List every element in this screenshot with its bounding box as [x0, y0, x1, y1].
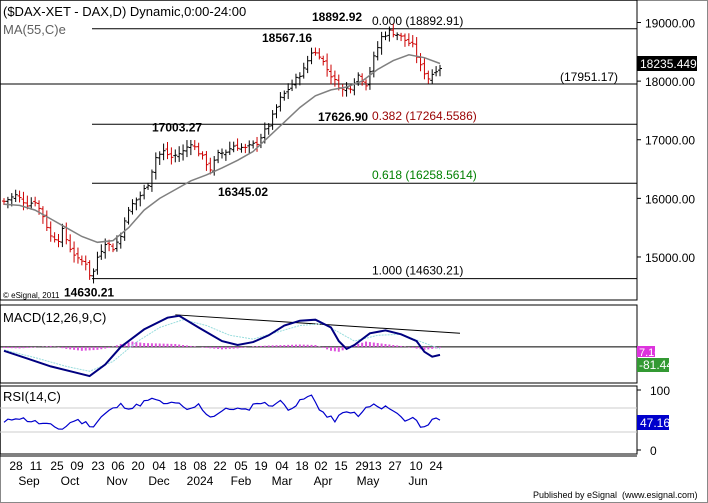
x-month-label: Dec: [148, 474, 169, 488]
x-month-label: Feb: [231, 474, 252, 488]
x-day-tick-label: 27: [388, 459, 402, 473]
level-label-support: (17951.17): [560, 70, 618, 84]
x-day-tick-label: 08: [193, 459, 207, 473]
rsi-title: RSI(14,C): [3, 389, 61, 404]
website-label: (www.esignal.com): [622, 490, 698, 500]
x-day-tick-label: 13: [368, 459, 382, 473]
x-day-tick-label: 22: [213, 459, 227, 473]
macd-title: MACD(12,26,9,C): [3, 310, 106, 325]
x-month-label: Mar: [272, 474, 293, 488]
x-day-tick-label: 04: [275, 459, 289, 473]
price-y-tick-label: 15000.00: [645, 251, 695, 265]
x-day-tick-label: 18: [173, 459, 187, 473]
x-day-tick-label: 18: [295, 459, 309, 473]
rsi-y-tick-label: 100: [650, 384, 670, 398]
x-day-tick-label: 15: [334, 459, 348, 473]
x-month-label: Apr: [314, 474, 333, 488]
macd-line: [3, 314, 441, 378]
price-annotation: 17003.27: [152, 121, 202, 135]
publisher-label: Published by eSignal: [533, 490, 617, 500]
level-label-fib-0382: 0.382 (17264.5586): [372, 109, 477, 123]
price-y-tick-label: 18000.00: [645, 75, 695, 89]
macd-trend-line: [175, 314, 461, 334]
price-annotation: 18567.16: [262, 31, 312, 45]
x-day-tick-label: 24: [429, 459, 443, 473]
price-annotation: 14630.21: [64, 286, 114, 300]
price-annotation: 16345.02: [218, 185, 268, 199]
price-panel: [0, 0, 638, 301]
rsi-line: [3, 394, 441, 430]
x-day-tick-label: 20: [131, 459, 145, 473]
x-day-tick-label: 11: [30, 459, 43, 473]
macd-signal-line: [3, 319, 441, 372]
macd-value-box-1: [637, 346, 655, 357]
x-day-tick-label: 28: [9, 459, 23, 473]
current-price-box: [637, 56, 697, 71]
chart-title: ($DAX-XET - DAX,D) Dynamic,0:00-24:00: [3, 4, 246, 19]
x-day-tick-label: 10: [409, 459, 423, 473]
ma-label: MA(55,C)e: [3, 22, 66, 37]
x-day-tick-label: 19: [254, 459, 268, 473]
x-month-label: May: [357, 474, 380, 488]
x-month-label: Oct: [61, 474, 80, 488]
x-day-tick-label: 04: [152, 459, 166, 473]
rsi-y-tick-label: 0: [650, 444, 657, 458]
x-month-label: Sep: [18, 474, 40, 488]
x-day-tick-label: 06: [111, 459, 125, 473]
x-day-tick-label: 23: [91, 459, 105, 473]
rsi-value-label: 47.16: [640, 416, 670, 430]
x-day-tick-label: 02: [314, 459, 328, 473]
x-day-tick-label: 25: [50, 459, 64, 473]
x-month-label: Nov: [106, 474, 127, 488]
macd-panel: [0, 304, 638, 384]
price-y-tick-label: 19000.00: [645, 17, 695, 31]
ma-55-line: [3, 54, 441, 244]
level-label-fib-0618: 0.618 (16258.5614): [372, 168, 477, 182]
x-month-label: 2024: [187, 474, 214, 488]
macd-value-label-1: 7.16: [639, 347, 660, 359]
x-day-tick-label: 05: [234, 459, 248, 473]
current-price-label: 18235.4496: [640, 57, 704, 71]
macd-value-box-2: [637, 358, 669, 372]
price-y-tick-label: 17000.00: [645, 134, 695, 148]
price-annotation: 18892.92: [312, 10, 362, 24]
price-annotation: 17626.90: [318, 110, 368, 124]
rsi-value-box: [637, 415, 669, 430]
level-label-fib-1: 1.000 (14630.21): [372, 264, 463, 278]
x-month-label: Jun: [408, 474, 427, 488]
macd-value-label-2: -81.44: [639, 358, 673, 372]
price-y-tick-label: 16000.00: [645, 192, 695, 206]
x-day-tick-label: 29: [355, 459, 369, 473]
level-label-fib-0: 0.000 (18892.91): [372, 14, 463, 28]
copyright-label: © eSignal, 2011: [3, 291, 60, 300]
x-day-tick-label: 09: [70, 459, 84, 473]
